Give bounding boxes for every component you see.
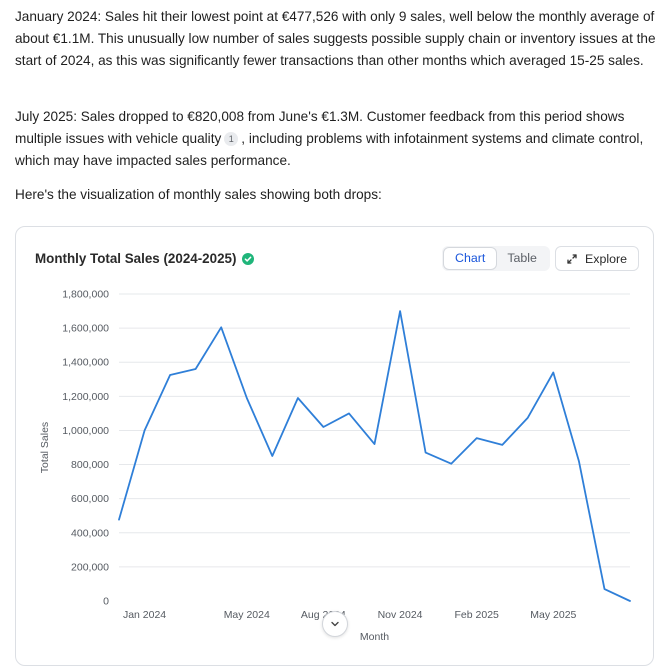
explore-label: Explore [584,251,627,266]
paragraph-intro-chart: Here's the visualization of monthly sale… [15,187,382,202]
explore-button[interactable]: Explore [555,246,639,271]
chart-card: Monthly Total Sales (2024-2025) Chart Ta… [15,226,654,666]
view-toggle: Chart Table [442,246,550,271]
citation-badge[interactable]: 1 [224,132,239,146]
paragraph-january: January 2024: Sales hit their lowest poi… [15,9,656,68]
chart-title: Monthly Total Sales (2024-2025) [35,251,237,266]
tab-chart[interactable]: Chart [444,248,497,269]
paragraph-july-text: July 2025: Sales dropped to €820,008 fro… [15,109,625,146]
paragraph-july: July 2025: Sales dropped to €820,008 fro… [15,106,657,172]
check-badge-icon [242,252,255,265]
chevron-down-icon [331,621,339,627]
expand-arrows-icon [567,253,577,264]
paragraph-july-text-cont: , including problems with infotainment s… [15,131,644,168]
chart-title-row: Monthly Total Sales (2024-2025) [35,251,255,266]
scroll-down-button[interactable] [322,611,348,637]
tab-table[interactable]: Table [507,251,537,265]
